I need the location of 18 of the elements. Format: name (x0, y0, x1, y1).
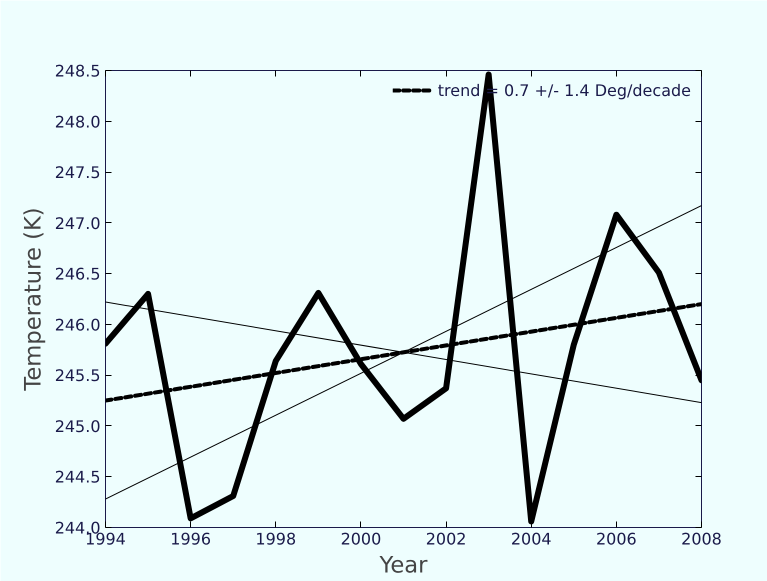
y-tick-label: 245.0 (54, 416, 101, 436)
x-tick-label: 1998 (255, 530, 296, 548)
y-axis-title: Temperature (K) (20, 207, 47, 392)
x-tick-label: 2006 (596, 530, 637, 548)
y-tick-label: 248.5 (54, 62, 101, 80)
y-tick-label: 247.5 (54, 163, 101, 182)
y-tick-label: 246.5 (54, 264, 101, 284)
y-tick-label: 244.5 (54, 468, 101, 487)
x-tick-label: 2000 (340, 530, 382, 548)
y-tick-label: 248.0 (54, 112, 101, 132)
x-tick-label: 2002 (426, 530, 466, 548)
y-tick-label: 247.0 (54, 214, 101, 233)
y-tick-label: 246.0 (54, 315, 101, 334)
y-tick-label: 245.5 (54, 366, 101, 386)
x-tick-label: 1996 (170, 530, 211, 548)
x-tick-label: 2008 (681, 530, 722, 548)
x-axis-title: Year (378, 552, 428, 578)
x-tick-label: 2004 (510, 530, 552, 548)
